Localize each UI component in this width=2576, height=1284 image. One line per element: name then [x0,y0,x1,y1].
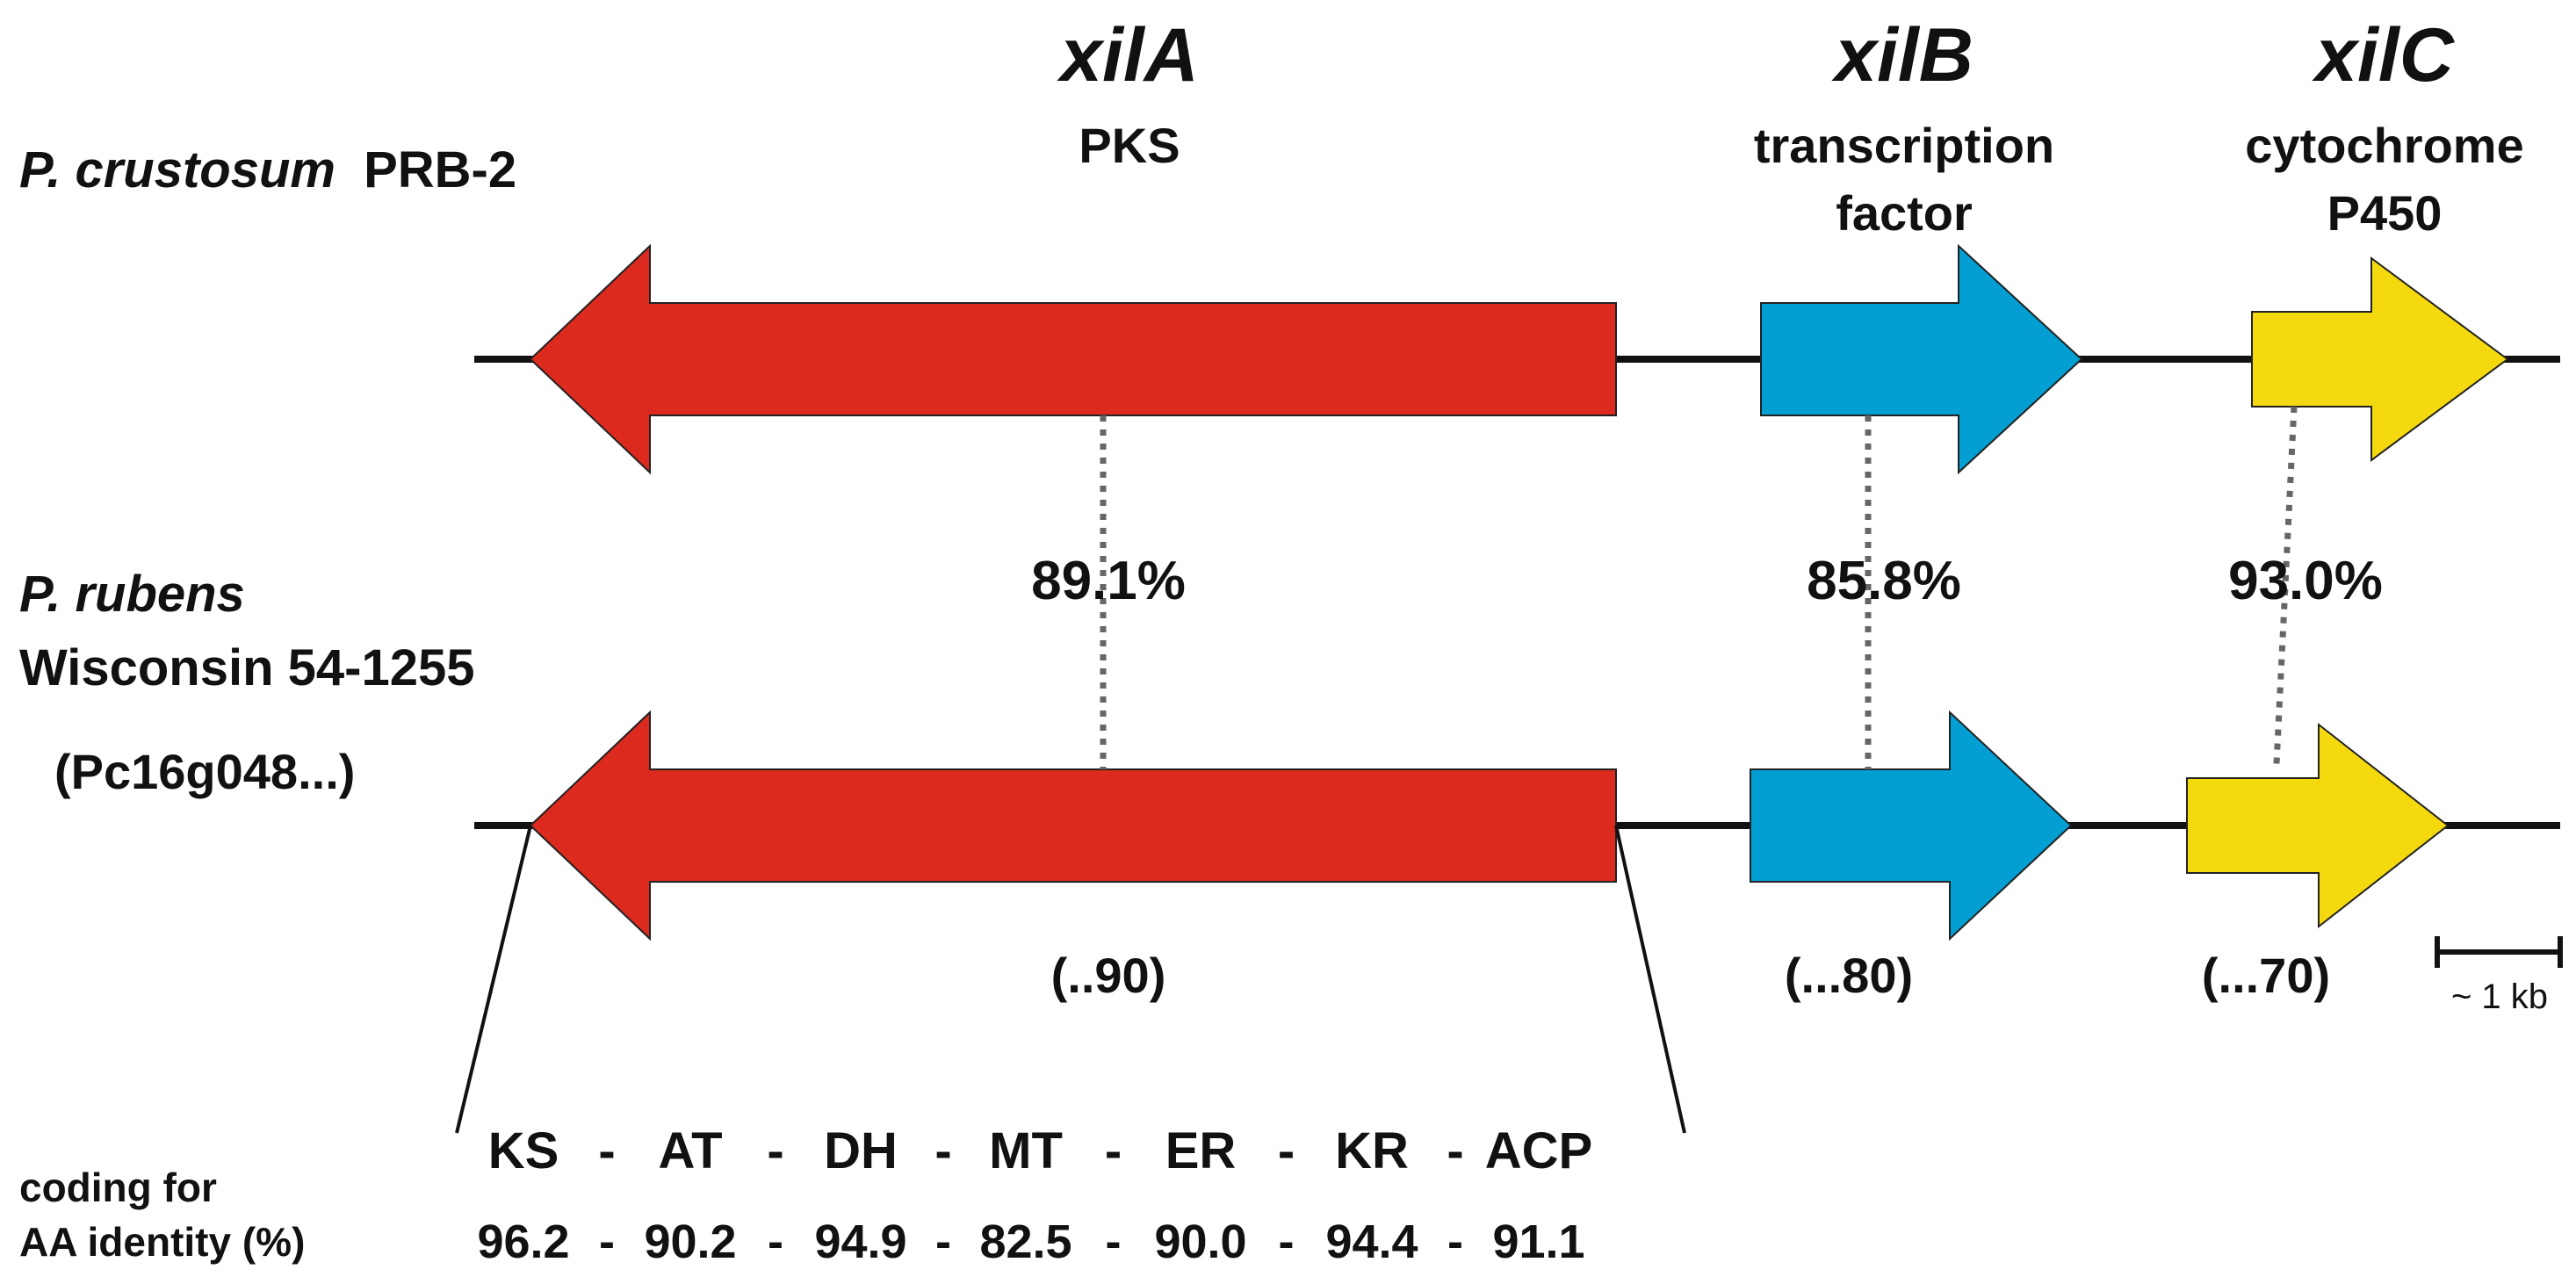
xilB-identity: 85.8% [1807,551,1961,611]
domain-identity-4: 90.0 [1154,1215,1246,1268]
xilA-function: PKS [1079,118,1180,173]
domain-name-separator: - [767,1122,783,1179]
domain-label-line1: coding for [19,1165,217,1210]
xilB-locus: (...80) [1785,948,1913,1003]
domain-label-line2: AA identity (%) [19,1219,305,1265]
xilC-name: xilC [2312,13,2456,97]
top-xilA-arrow [529,243,1617,475]
xilB-name: xilB [1831,13,1973,97]
domain-name-6: ACP [1485,1122,1592,1179]
domain-name-separator: - [598,1122,615,1179]
top-organism-species: P. crustosum [19,141,336,198]
scale-bar-label: ~ 1 kb [2451,977,2548,1016]
domain-identity-5: 94.4 [1325,1215,1418,1268]
top-xilC-arrow [2251,256,2509,462]
domain-name-0: KS [488,1122,559,1179]
domain-name-separator: - [1105,1122,1122,1179]
top-organism-strain: PRB-2 [364,141,516,198]
xilC-function-line2: P450 [2327,185,2443,241]
top-organism-label: P. crustosum PRB-2 [19,141,516,198]
bottom-xilA-arrow [529,710,1617,941]
domain-identity-separator: - [935,1215,951,1268]
domain-identity-3: 82.5 [979,1215,1072,1268]
xilA-identity: 89.1% [1031,551,1186,611]
domain-name-separator: - [934,1122,951,1179]
xilC-function-line1: cytochrome [2245,118,2523,173]
xilC-locus: (...70) [2202,948,2330,1003]
domain-zoom-line-left [455,825,532,1134]
top-xilB-arrow [1760,243,2083,475]
bottom-organism-species: P. rubens [19,566,245,623]
bottom-xilC-arrow [2186,722,2450,929]
domain-name-4: ER [1165,1122,1237,1179]
xilB-function-line2: factor [1836,185,1973,241]
domain-identity-separator: - [599,1215,615,1268]
domain-name-row: KS - AT - DH - MT - ER - KR - ACP [488,1122,1593,1179]
domain-name-5: KR [1335,1122,1409,1179]
xilB-function-line1: transcription [1754,118,2054,173]
domain-name-2: DH [824,1122,898,1179]
bottom-organism-strain: Wisconsin 54-1255 [19,639,475,696]
bottom-xilB-arrow [1750,710,2073,941]
domain-identity-0: 96.2 [477,1215,569,1268]
domain-identity-separator: - [1106,1215,1122,1268]
domain-identity-separator: - [1279,1215,1295,1268]
xilA-locus: (..90) [1051,948,1166,1003]
domain-identity-row: 96.2-90.2-94.9-82.5-90.0-94.4-91.1 [477,1215,1584,1268]
domain-identity-6: 91.1 [1492,1215,1584,1268]
scale-bar [2435,936,2563,968]
xilC-identity: 93.0% [2228,551,2383,611]
domain-name-1: AT [658,1122,722,1179]
domain-identity-separator: - [1447,1215,1463,1268]
domain-identity-1: 90.2 [644,1215,736,1268]
domain-name-separator: - [1278,1122,1295,1179]
bottom-locus-prefix: (Pc16g048...) [54,744,355,799]
xilA-name: xilA [1057,13,1199,97]
domain-name-separator: - [1447,1122,1463,1179]
domain-name-3: MT [989,1122,1063,1179]
domain-identity-separator: - [768,1215,783,1268]
xilC-homology-connector [2273,406,2298,765]
domain-identity-2: 94.9 [814,1215,906,1268]
domain-zoom-line-right [1614,825,1686,1134]
